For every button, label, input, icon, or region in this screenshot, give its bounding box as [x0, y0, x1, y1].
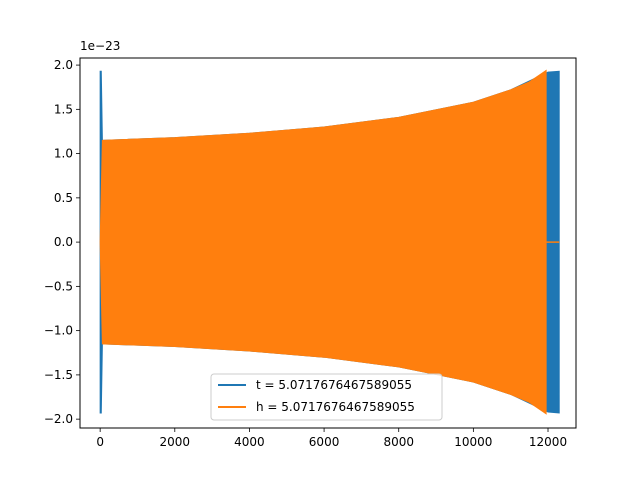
y-tick-label: −0.5 — [44, 279, 73, 293]
y-tick-label: 0.5 — [54, 191, 73, 205]
y-tick-label: 1.0 — [54, 147, 73, 161]
x-tick-label: 8000 — [383, 435, 414, 449]
x-tick-label: 6000 — [309, 435, 340, 449]
axes-frame — [79, 57, 577, 429]
y-tick-label: 0.0 — [54, 235, 73, 249]
x-tick-label: 2000 — [160, 435, 191, 449]
y-tick-label: 1.5 — [54, 102, 73, 116]
x-tick-label: 4000 — [234, 435, 265, 449]
legend-box — [210, 373, 443, 421]
y-tick-label: −1.0 — [44, 324, 73, 338]
y-offset-text: 1e−23 — [80, 39, 120, 53]
legend: t = 5.0717676467589055 h = 5.07176764675… — [210, 373, 443, 421]
x-axis: 0 2000 4000 6000 8000 10000 12000 — [96, 428, 567, 449]
y-axis: 2.0 1.5 1.0 0.5 0.0 −0.5 −1.0 −1.5 −2.0 — [44, 58, 80, 426]
x-tick-label: 12000 — [529, 435, 567, 449]
plot-area — [99, 69, 560, 415]
series-h-oscillation-band — [99, 69, 547, 415]
y-tick-label: −2.0 — [44, 412, 73, 426]
legend-label-h: h = 5.0717676467589055 — [256, 400, 415, 414]
x-tick-label: 10000 — [454, 435, 492, 449]
legend-label-t: t = 5.0717676467589055 — [256, 378, 412, 392]
y-tick-label: 2.0 — [54, 58, 73, 72]
y-tick-label: −1.5 — [44, 368, 73, 382]
x-tick-label: 0 — [96, 435, 104, 449]
